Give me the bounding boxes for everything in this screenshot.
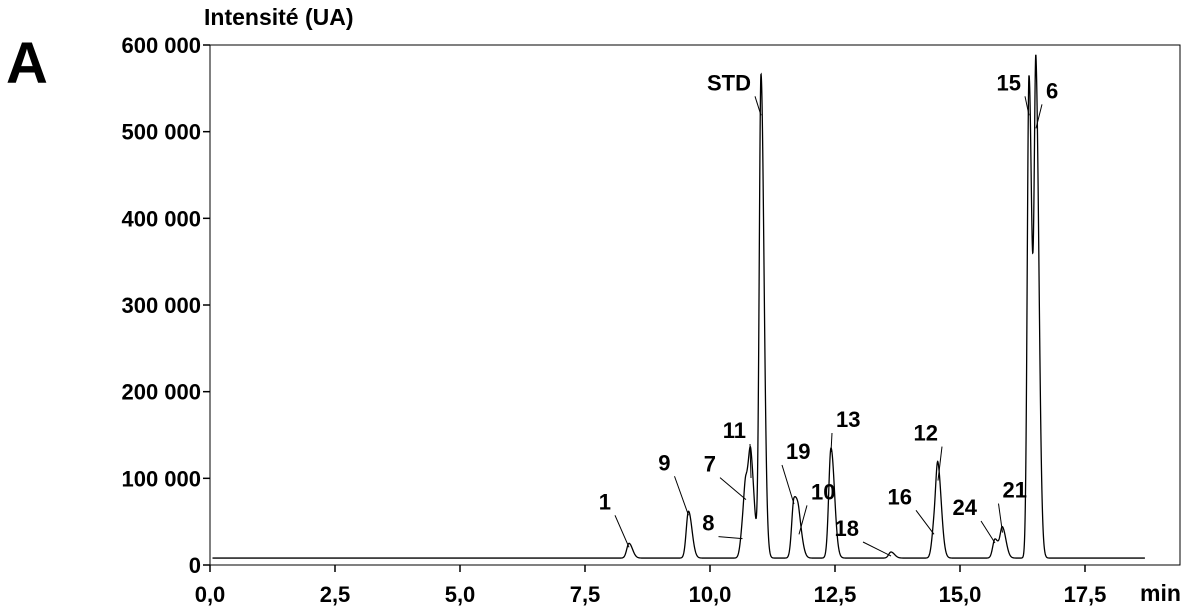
chart-axes: 0 100 000 200 000 300 000 400 000 500 000 600 … bbox=[121, 33, 1181, 607]
x-axis-unit: min bbox=[1140, 580, 1181, 606]
peak-leader-line bbox=[1035, 104, 1043, 129]
peak-leader-line bbox=[798, 505, 808, 535]
peak-leader-line bbox=[754, 96, 762, 116]
peak-label: 7 bbox=[704, 452, 716, 477]
x-tick-label: 15,0 bbox=[939, 582, 982, 607]
peak-label: 6 bbox=[1046, 78, 1058, 103]
y-tick-label: 300 000 bbox=[121, 293, 201, 318]
y-tick-label: 100 000 bbox=[121, 466, 201, 491]
peak-label: 16 bbox=[888, 484, 912, 509]
peak-label: 11 bbox=[723, 418, 746, 443]
peak-label: 8 bbox=[702, 511, 714, 536]
chromatogram-line bbox=[212, 54, 1145, 559]
panel-label: A bbox=[6, 31, 48, 96]
peak-label: 19 bbox=[786, 439, 810, 464]
y-tick-label: 500 000 bbox=[121, 120, 201, 145]
chromatogram-trace bbox=[212, 54, 1145, 559]
peak-leader-line bbox=[781, 464, 795, 505]
peak-leader-line bbox=[937, 446, 943, 481]
x-tick-label: 0,0 bbox=[195, 582, 226, 607]
peak-label: 18 bbox=[835, 516, 859, 541]
peak-leader-line bbox=[1024, 96, 1030, 116]
peak-leader-line bbox=[915, 510, 935, 535]
x-tick-label: 5,0 bbox=[445, 582, 476, 607]
peak-leader-line bbox=[830, 432, 833, 453]
peak-label: 10 bbox=[811, 479, 835, 504]
peak-leader-line bbox=[674, 476, 689, 516]
peak-label: 24 bbox=[953, 495, 978, 520]
x-tick-label: 17,5 bbox=[1064, 582, 1107, 607]
peak-leader-line bbox=[862, 541, 892, 557]
peak-label: STD bbox=[707, 70, 751, 95]
x-tick-label: 12,5 bbox=[814, 582, 857, 607]
x-tick-label: 2,5 bbox=[320, 582, 351, 607]
peak-leader-line bbox=[980, 520, 996, 544]
x-tick-label: 7,5 bbox=[570, 582, 601, 607]
peak-label: 9 bbox=[658, 450, 670, 475]
peak-label: 21 bbox=[1003, 478, 1027, 503]
peak-label: 15 bbox=[997, 70, 1021, 95]
y-tick-label: 200 000 bbox=[121, 380, 201, 405]
y-tick-label: 600 000 bbox=[121, 33, 201, 58]
y-tick-label: 400 000 bbox=[121, 206, 201, 231]
x-tick-label: 10,0 bbox=[689, 582, 732, 607]
y-tick-label: 0 bbox=[189, 553, 201, 578]
peak-leader-line bbox=[719, 477, 747, 501]
peak-leader-line bbox=[998, 503, 1003, 533]
peak-label: 12 bbox=[914, 421, 938, 446]
peak-leader-line bbox=[749, 443, 752, 479]
peak-leader-line bbox=[614, 515, 630, 548]
peak-label: 13 bbox=[836, 407, 860, 432]
peak-label: 1 bbox=[599, 489, 611, 514]
peak-leader-line bbox=[718, 536, 743, 540]
y-axis-title: Intensité (UA) bbox=[204, 4, 354, 30]
